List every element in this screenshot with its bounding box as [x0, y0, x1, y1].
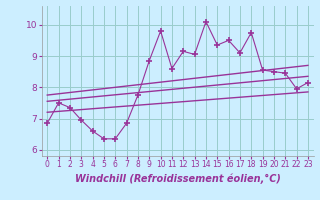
X-axis label: Windchill (Refroidissement éolien,°C): Windchill (Refroidissement éolien,°C): [75, 173, 281, 184]
